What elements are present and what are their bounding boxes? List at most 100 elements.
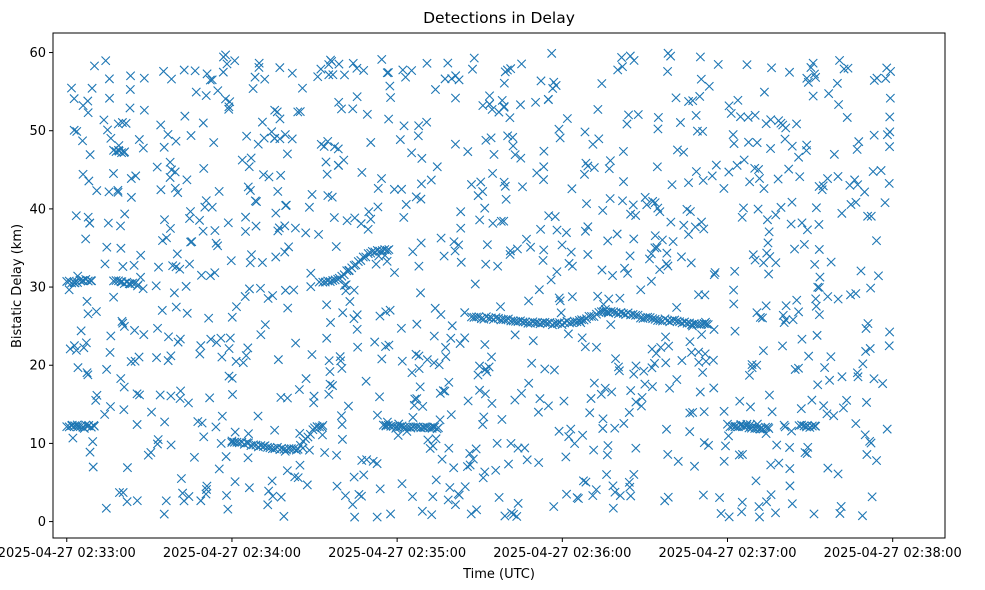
detection-marker bbox=[663, 48, 673, 58]
detection-marker bbox=[622, 119, 632, 129]
y-tick-label: 30 bbox=[29, 281, 46, 296]
detection-marker bbox=[629, 369, 639, 379]
detection-marker bbox=[861, 323, 871, 334]
detection-marker bbox=[263, 500, 273, 510]
detection-marker bbox=[858, 359, 868, 369]
detection-marker bbox=[572, 317, 582, 327]
detection-marker bbox=[499, 78, 509, 88]
detection-marker bbox=[747, 363, 757, 373]
detection-marker bbox=[407, 491, 418, 502]
detection-marker bbox=[373, 183, 383, 193]
detection-marker bbox=[806, 62, 816, 73]
detection-marker bbox=[698, 126, 708, 137]
detection-marker bbox=[69, 341, 80, 351]
detection-marker bbox=[617, 196, 628, 206]
detection-marker bbox=[497, 95, 507, 106]
detection-marker bbox=[243, 343, 253, 353]
detection-marker bbox=[314, 422, 325, 432]
detection-marker bbox=[78, 169, 88, 179]
detection-marker bbox=[564, 432, 574, 442]
detection-marker bbox=[139, 105, 149, 115]
detection-marker bbox=[480, 389, 490, 399]
detection-marker bbox=[337, 363, 347, 374]
detection-marker bbox=[648, 314, 658, 324]
detection-marker bbox=[846, 199, 856, 210]
detection-marker bbox=[332, 450, 342, 460]
detection-marker bbox=[116, 243, 126, 253]
detection-marker bbox=[134, 352, 144, 362]
detection-marker bbox=[295, 106, 305, 117]
detection-marker bbox=[512, 244, 523, 254]
detection-marker bbox=[430, 84, 441, 95]
y-axis: 0 10 20 30 40 50 60 bbox=[29, 46, 53, 530]
detection-marker bbox=[508, 141, 518, 151]
detection-marker bbox=[488, 218, 498, 228]
detection-marker bbox=[460, 333, 470, 343]
detection-marker bbox=[243, 429, 254, 439]
detection-marker bbox=[489, 149, 499, 160]
detection-marker bbox=[186, 130, 196, 141]
detection-marker bbox=[555, 296, 565, 306]
detection-marker bbox=[728, 130, 738, 140]
detection-marker bbox=[660, 332, 671, 342]
detection-marker bbox=[170, 183, 180, 193]
detection-marker bbox=[337, 419, 347, 430]
detection-marker bbox=[119, 382, 129, 392]
detection-marker bbox=[254, 58, 264, 68]
detection-marker bbox=[743, 137, 754, 147]
detection-marker bbox=[699, 224, 709, 234]
detection-marker bbox=[487, 104, 497, 115]
detection-marker bbox=[729, 299, 739, 309]
detection-marker bbox=[227, 312, 237, 322]
detection-marker bbox=[619, 418, 629, 429]
detection-marker bbox=[407, 148, 417, 158]
detection-marker bbox=[742, 419, 752, 429]
detection-marker bbox=[505, 249, 515, 260]
detection-marker bbox=[884, 142, 895, 152]
detection-marker bbox=[839, 64, 849, 74]
detection-marker bbox=[301, 228, 311, 238]
detection-marker bbox=[88, 462, 98, 472]
detection-marker bbox=[766, 490, 776, 500]
detection-marker bbox=[679, 147, 689, 157]
detection-marker bbox=[822, 174, 833, 184]
detection-marker bbox=[503, 459, 514, 469]
detection-marker bbox=[382, 256, 392, 266]
detection-marker bbox=[863, 211, 873, 221]
detection-marker bbox=[328, 70, 338, 80]
detection-marker bbox=[361, 376, 371, 386]
detection-marker bbox=[699, 319, 710, 329]
detection-marker bbox=[823, 463, 833, 473]
detection-marker bbox=[487, 398, 497, 409]
detection-marker bbox=[515, 100, 526, 110]
detection-marker bbox=[631, 361, 641, 371]
detection-marker bbox=[377, 354, 387, 364]
detection-marker bbox=[570, 438, 580, 449]
detection-marker bbox=[231, 302, 242, 312]
detection-marker bbox=[753, 204, 763, 214]
detection-marker bbox=[619, 263, 630, 273]
detection-marker bbox=[761, 428, 771, 439]
detection-marker bbox=[384, 244, 394, 255]
detection-marker bbox=[814, 282, 824, 293]
detection-marker bbox=[758, 346, 769, 356]
detection-marker bbox=[372, 410, 383, 420]
detection-marker bbox=[172, 249, 182, 259]
detection-marker bbox=[471, 444, 481, 454]
detection-marker bbox=[251, 221, 261, 231]
detection-marker bbox=[478, 473, 488, 483]
detection-marker bbox=[314, 277, 324, 287]
detection-marker bbox=[696, 217, 707, 227]
detection-marker bbox=[257, 257, 267, 268]
detection-marker bbox=[851, 419, 861, 429]
detection-marker bbox=[91, 395, 101, 405]
detection-marker bbox=[332, 481, 342, 491]
detection-marker bbox=[434, 360, 444, 370]
detection-marker bbox=[81, 338, 91, 348]
detection-marker bbox=[476, 177, 486, 187]
detection-marker bbox=[248, 83, 258, 94]
detection-marker bbox=[586, 393, 596, 404]
detection-marker bbox=[180, 111, 190, 121]
detection-marker bbox=[334, 97, 344, 107]
detection-marker bbox=[699, 438, 709, 448]
